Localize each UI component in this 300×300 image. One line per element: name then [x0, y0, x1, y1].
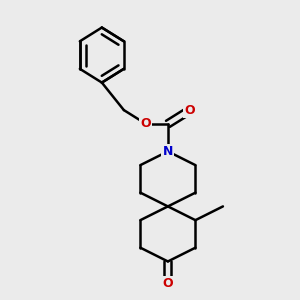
Text: N: N [163, 145, 173, 158]
Text: O: O [141, 117, 151, 130]
Text: O: O [184, 103, 195, 117]
Text: O: O [163, 277, 173, 290]
